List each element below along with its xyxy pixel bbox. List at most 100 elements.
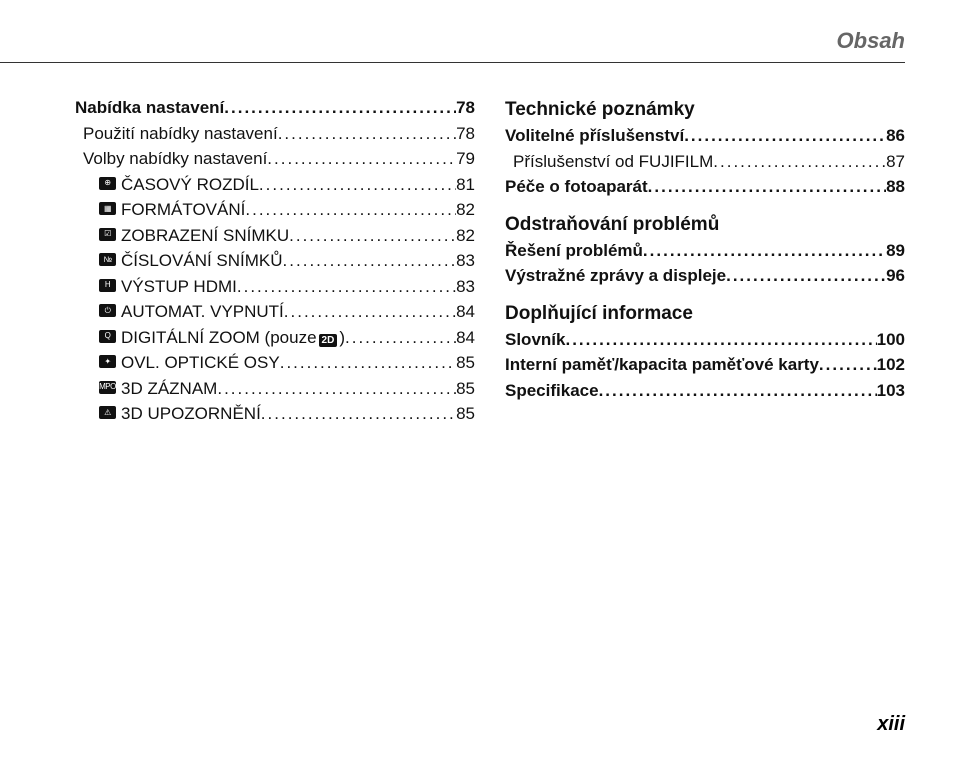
toc-leader-dots [245, 197, 456, 223]
toc-label: 3D UPOZORNĚNÍ [121, 401, 261, 427]
toc-leader-dots [278, 121, 456, 147]
toc-leader-dots [267, 146, 456, 172]
toc-page: 84 [456, 325, 475, 351]
toc-entry: Výstražné zprávy a displeje 96 [505, 263, 905, 289]
toc-leader-dots [713, 149, 886, 175]
toc-page: 84 [456, 299, 475, 325]
toc-label: Specifikace [505, 378, 599, 404]
toc-page: 79 [456, 146, 475, 172]
toc-label: ČÍSLOVÁNÍ SNÍMKŮ [121, 248, 283, 274]
toc-entry: Příslušenství od FUJIFILM 87 [505, 149, 905, 175]
toc-leader-dots [684, 123, 886, 149]
toc-label: Řešení problémů [505, 238, 643, 264]
toc-entry: ČASOVÝ ROZDÍL 81 [75, 172, 475, 198]
toc-label: Péče o fotoaparát [505, 174, 648, 200]
toc-page: 85 [456, 376, 475, 402]
inline-badge-2d: 2D [319, 334, 338, 347]
toc-entry: 3D UPOZORNĚNÍ 85 [75, 401, 475, 427]
toc-entry: 3D ZÁZNAM 85 [75, 376, 475, 402]
toc-leader-dots [565, 327, 876, 353]
hdmi-icon [99, 274, 117, 288]
toc-entry: VÝSTUP HDMI83 [75, 274, 475, 300]
toc-leader-dots [289, 223, 456, 249]
toc-label: Slovník [505, 327, 565, 353]
header-rule [0, 62, 905, 63]
toc-label: Volitelné příslušenství [505, 123, 684, 149]
toc-entry: AUTOMAT. VYPNUTÍ 84 [75, 299, 475, 325]
toc-page: 89 [886, 238, 905, 264]
toc-entry: Slovník 100 [505, 327, 905, 353]
toc-entry: OVL. OPTICKÉ OSY 85 [75, 350, 475, 376]
zoom-icon [99, 325, 117, 339]
toc-entry: FORMÁTOVÁNÍ82 [75, 197, 475, 223]
toc-leader-dots [345, 325, 456, 351]
image-view-icon [99, 223, 117, 237]
toc-leader-dots [599, 378, 877, 404]
toc-label: Nabídka nastavení [75, 95, 224, 121]
toc-page: 100 [877, 327, 905, 353]
toc-leader-dots [283, 248, 457, 274]
toc-leader-dots [261, 401, 456, 427]
toc-right-column: Technické poznámky Volitelné příslušenst… [505, 95, 905, 427]
toc-label: Výstražné zprávy a displeje [505, 263, 726, 289]
toc-page: 81 [456, 172, 475, 198]
toc-page: 85 [456, 350, 475, 376]
toc-page: 82 [456, 223, 475, 249]
toc-entry: Péče o fotoaparát 88 [505, 174, 905, 200]
toc-page: 86 [886, 123, 905, 149]
toc-entry: Volitelné příslušenství 86 [505, 123, 905, 149]
clock-icon [99, 172, 117, 186]
power-icon [99, 299, 117, 313]
toc-entry: Nabídka nastavení 78 [75, 95, 475, 121]
toc-entry: Interní paměť/kapacita paměťové karty 10… [505, 352, 905, 378]
warning-icon [99, 401, 117, 415]
toc-label: ZOBRAZENÍ SNÍMKU [121, 223, 289, 249]
toc-leader-dots [643, 238, 886, 264]
toc-section-heading: Doplňující informace [505, 303, 905, 325]
toc-page: 78 [456, 121, 475, 147]
toc-label: Interní paměť/kapacita paměťové karty [505, 352, 819, 378]
toc-label: ČASOVÝ ROZDÍL [121, 172, 259, 198]
toc-entry: Specifikace 103 [505, 378, 905, 404]
toc-page: 103 [877, 378, 905, 404]
toc-label: DIGITÁLNÍ ZOOM (pouze [121, 325, 317, 351]
toc-leader-dots [217, 376, 456, 402]
toc-leader-dots [284, 299, 456, 325]
axis-icon [99, 350, 117, 364]
toc-label: OVL. OPTICKÉ OSY [121, 350, 280, 376]
toc-label: Příslušenství od FUJIFILM [505, 149, 713, 175]
toc-leader-dots [237, 274, 456, 300]
toc-label: Volby nabídky nastavení [75, 146, 267, 172]
page-number: xiii [877, 713, 905, 736]
toc-page: 78 [456, 95, 475, 121]
toc-label: VÝSTUP HDMI [121, 274, 237, 300]
toc-leader-dots [224, 95, 456, 121]
toc-page: 96 [886, 263, 905, 289]
toc-entry: Volby nabídky nastavení 79 [75, 146, 475, 172]
toc-entry: DIGITÁLNÍ ZOOM (pouze 2D )84 [75, 325, 475, 351]
toc-entry: ZOBRAZENÍ SNÍMKU 82 [75, 223, 475, 249]
toc-page: 88 [886, 174, 905, 200]
page-header-title: Obsah [837, 28, 905, 54]
toc-columns: Nabídka nastavení 78 Použití nabídky nast… [75, 95, 905, 427]
mpo-icon [99, 376, 117, 390]
toc-entry: Použití nabídky nastavení 78 [75, 121, 475, 147]
toc-page: 102 [877, 352, 905, 378]
toc-label: AUTOMAT. VYPNUTÍ [121, 299, 284, 325]
toc-page: 85 [456, 401, 475, 427]
toc-leader-dots [726, 263, 886, 289]
toc-left-column: Nabídka nastavení 78 Použití nabídky nast… [75, 95, 475, 427]
toc-section-heading: Odstraňování problémů [505, 214, 905, 236]
toc-entry: Řešení problémů 89 [505, 238, 905, 264]
toc-entry: ČÍSLOVÁNÍ SNÍMKŮ83 [75, 248, 475, 274]
format-icon [99, 197, 117, 211]
numbering-icon [99, 248, 117, 262]
toc-leader-dots [259, 172, 456, 198]
toc-label: Použití nabídky nastavení [75, 121, 278, 147]
toc-leader-dots [819, 352, 877, 378]
toc-label: 3D ZÁZNAM [121, 376, 217, 402]
toc-page: 87 [886, 149, 905, 175]
toc-leader-dots [280, 350, 456, 376]
toc-section-heading: Technické poznámky [505, 99, 905, 121]
toc-leader-dots [648, 174, 886, 200]
